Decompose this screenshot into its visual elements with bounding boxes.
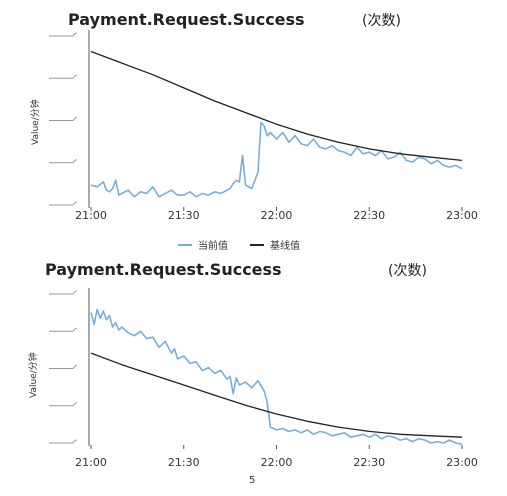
chart-canvas: 21:00 21:30 22:00 22:30 23:00: [49, 30, 478, 222]
series-line-current: [90, 121, 463, 198]
y-tick: [49, 290, 78, 295]
legend: 当前值 基线值: [178, 237, 300, 252]
y-tick: [49, 32, 78, 37]
x-tick-label: 21:00: [75, 209, 107, 222]
x-tick-label: 21:30: [168, 456, 200, 469]
y-tick: [49, 402, 78, 407]
legend-label-baseline: 基线值: [270, 241, 300, 252]
chart-title: Payment.Request.Success: [45, 260, 282, 279]
legend-swatch-baseline: [250, 243, 264, 246]
page-number: 5: [249, 475, 256, 486]
y-tick: [49, 365, 78, 369]
legend-swatch-current: [178, 243, 192, 246]
series-line-baseline: [90, 50, 463, 162]
x-tick-label: 22:30: [353, 456, 385, 469]
legend-item-current: 当前值: [178, 237, 228, 252]
y-tick: [49, 74, 78, 79]
chart-panel-top: Payment.Request.Success (次数) Value/分钟 21…: [31, 10, 478, 252]
x-tick-label: 21:00: [75, 456, 107, 469]
x-tick-label: 23:00: [446, 209, 478, 222]
x-tick-label: 22:30: [353, 209, 385, 222]
y-tick: [49, 201, 78, 206]
series-line-current: [90, 308, 463, 446]
legend-item-baseline: 基线值: [250, 237, 300, 252]
series-line-baseline: [90, 352, 463, 438]
y-tick: [49, 117, 78, 121]
x-tick-label: 23:00: [446, 456, 478, 469]
chart-unit: (次数): [362, 13, 401, 29]
chart-unit: (次数): [388, 263, 427, 279]
x-tick-label: 21:30: [168, 209, 200, 222]
chart-canvas: 21:00 21:30 22:00 22:30 23:00: [49, 288, 478, 469]
y-tick: [49, 327, 78, 332]
y-tick: [49, 439, 78, 444]
x-tick-label: 22:00: [261, 456, 293, 469]
chart-title: Payment.Request.Success: [68, 10, 305, 29]
chart-panel-bottom: Payment.Request.Success (次数) Value/分钟 21…: [0, 258, 507, 496]
x-tick-label: 22:00: [261, 209, 293, 222]
legend-label-current: 当前值: [198, 241, 228, 252]
y-tick: [49, 159, 78, 164]
